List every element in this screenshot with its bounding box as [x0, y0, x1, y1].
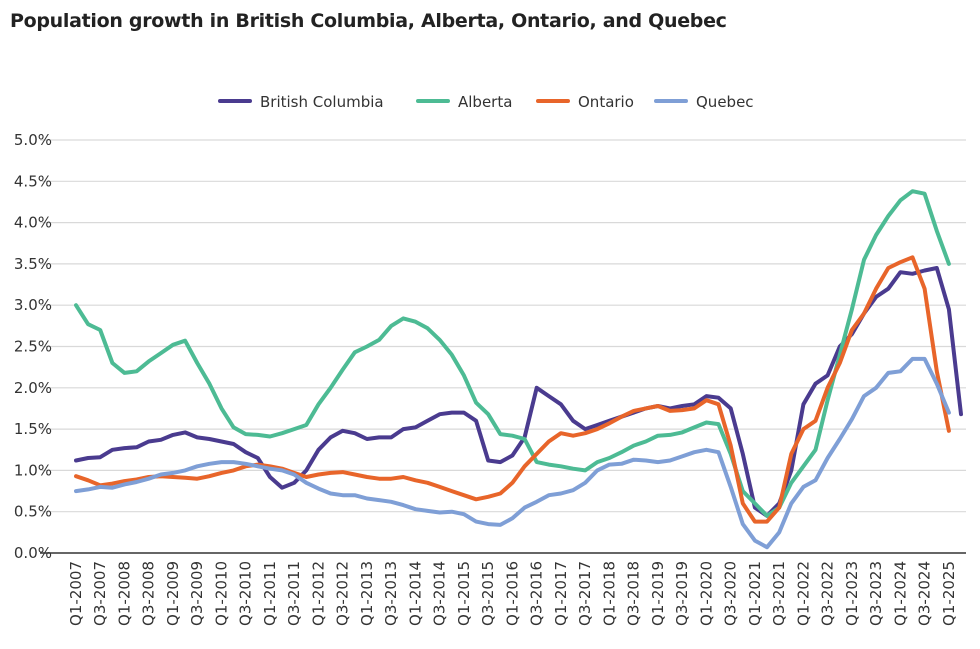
x-tick-label: Q3-2012	[334, 561, 352, 626]
x-tick-label: Q3-2020	[722, 561, 740, 626]
series-lines	[74, 189, 963, 550]
x-axis-ticks: Q1-2007 Q3-2007 Q1-2008 Q3-2008 Q1-2009 Q3-20…	[67, 561, 958, 626]
x-tick-label: Q3-2017	[576, 561, 594, 626]
x-tick-label: Q3-2021	[770, 561, 788, 626]
series-line-quebec	[74, 356, 951, 550]
x-tick-label: Q1-2020	[697, 561, 715, 626]
x-tick-label: Q1-2011	[261, 561, 279, 626]
y-axis-ticks: 0.0% 0.5% 1.0% 1.5% 2.0% 2.5% 3.0% 3.5% 4.0% 4.5%…	[14, 131, 52, 562]
x-tick-label: Q1-2014	[406, 561, 424, 626]
legend-label: Ontario	[578, 93, 634, 111]
x-tick-label: Q3-2022	[819, 561, 837, 626]
y-tick-label: 4.0%	[14, 214, 52, 232]
x-tick-label: Q3-2013	[382, 561, 400, 626]
x-tick-label: Q1-2013	[358, 561, 376, 626]
x-tick-label: Q3-2016	[528, 561, 546, 626]
legend-label: Quebec	[696, 93, 754, 111]
x-tick-label: Q3-2010	[237, 561, 255, 626]
x-tick-label: Q3-2008	[140, 561, 158, 626]
series-line-ontario	[74, 255, 951, 524]
legend-label: British Columbia	[260, 93, 384, 111]
x-tick-label: Q3-2019	[673, 561, 691, 626]
y-tick-label: 4.5%	[14, 172, 52, 190]
x-tick-label: Q3-2023	[867, 561, 885, 626]
x-tick-label: Q1-2015	[455, 561, 473, 626]
y-tick-label: 0.5%	[14, 503, 52, 521]
x-tick-label: Q1-2008	[115, 561, 133, 626]
y-tick-label: 3.5%	[14, 255, 52, 273]
x-tick-label: Q1-2009	[164, 561, 182, 626]
legend: British Columbia Alberta Ontario Quebec	[218, 93, 754, 111]
y-tick-label: 1.5%	[14, 420, 52, 438]
x-tick-label: Q1-2012	[309, 561, 327, 626]
x-tick-label: Q3-2024	[916, 561, 934, 626]
y-tick-label: 2.0%	[14, 379, 52, 397]
y-tick-label: 3.0%	[14, 296, 52, 314]
x-tick-label: Q1-2023	[843, 561, 861, 626]
y-tick-label: 1.0%	[14, 461, 52, 479]
x-tick-label: Q1-2010	[212, 561, 230, 626]
y-tick-label: 0.0%	[14, 544, 52, 562]
y-tick-label: 5.0%	[14, 131, 52, 149]
x-tick-label: Q3-2018	[625, 561, 643, 626]
x-tick-label: Q1-2018	[600, 561, 618, 626]
x-tick-label: Q1-2017	[552, 561, 570, 626]
x-tick-label: Q3-2009	[188, 561, 206, 626]
legend-label: Alberta	[458, 93, 512, 111]
x-tick-label: Q1-2022	[794, 561, 812, 626]
series-line-alberta	[74, 189, 951, 518]
x-tick-label: Q3-2011	[285, 561, 303, 626]
x-tick-label: Q1-2016	[503, 561, 521, 626]
x-tick-label: Q3-2007	[91, 561, 109, 626]
y-tick-label: 2.5%	[14, 338, 52, 356]
series-line-british-columbia	[74, 266, 963, 518]
chart-title: Population growth in British Columbia, A…	[10, 10, 727, 32]
x-tick-label: Q1-2007	[67, 561, 85, 626]
x-tick-label: Q1-2024	[891, 561, 909, 626]
x-tick-label: Q1-2021	[746, 561, 764, 626]
x-tick-label: Q3-2014	[431, 561, 449, 626]
x-tick-label: Q3-2015	[479, 561, 497, 626]
x-tick-label: Q1-2025	[940, 561, 958, 626]
x-tick-label: Q1-2019	[649, 561, 667, 626]
